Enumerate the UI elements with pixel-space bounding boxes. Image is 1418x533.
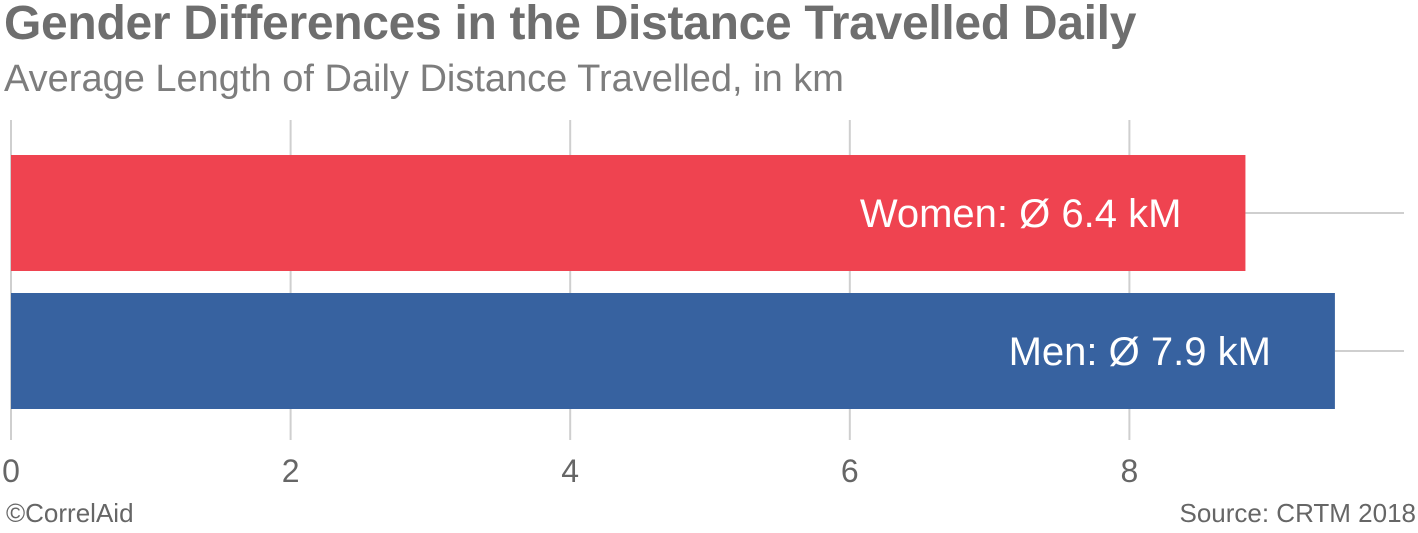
chart-title: Gender Differences in the Distance Trave… xyxy=(4,0,1137,50)
source-text: Source: CRTM 2018 xyxy=(1179,498,1416,528)
bar-men xyxy=(11,293,1335,409)
credit-text: ©CorrelAid xyxy=(6,498,134,528)
x-tick-label: 2 xyxy=(282,453,300,489)
bar-label-women: Women: Ø 6.4 kM xyxy=(860,192,1182,236)
x-tick-label: 8 xyxy=(1121,453,1139,489)
x-tick-label: 0 xyxy=(2,453,20,489)
chart-subtitle: Average Length of Daily Distance Travell… xyxy=(4,58,844,100)
x-tick-label: 4 xyxy=(561,453,579,489)
bar-women xyxy=(11,155,1246,271)
x-tick-label: 6 xyxy=(841,453,859,489)
bar-label-men: Men: Ø 7.9 kM xyxy=(1009,330,1271,374)
